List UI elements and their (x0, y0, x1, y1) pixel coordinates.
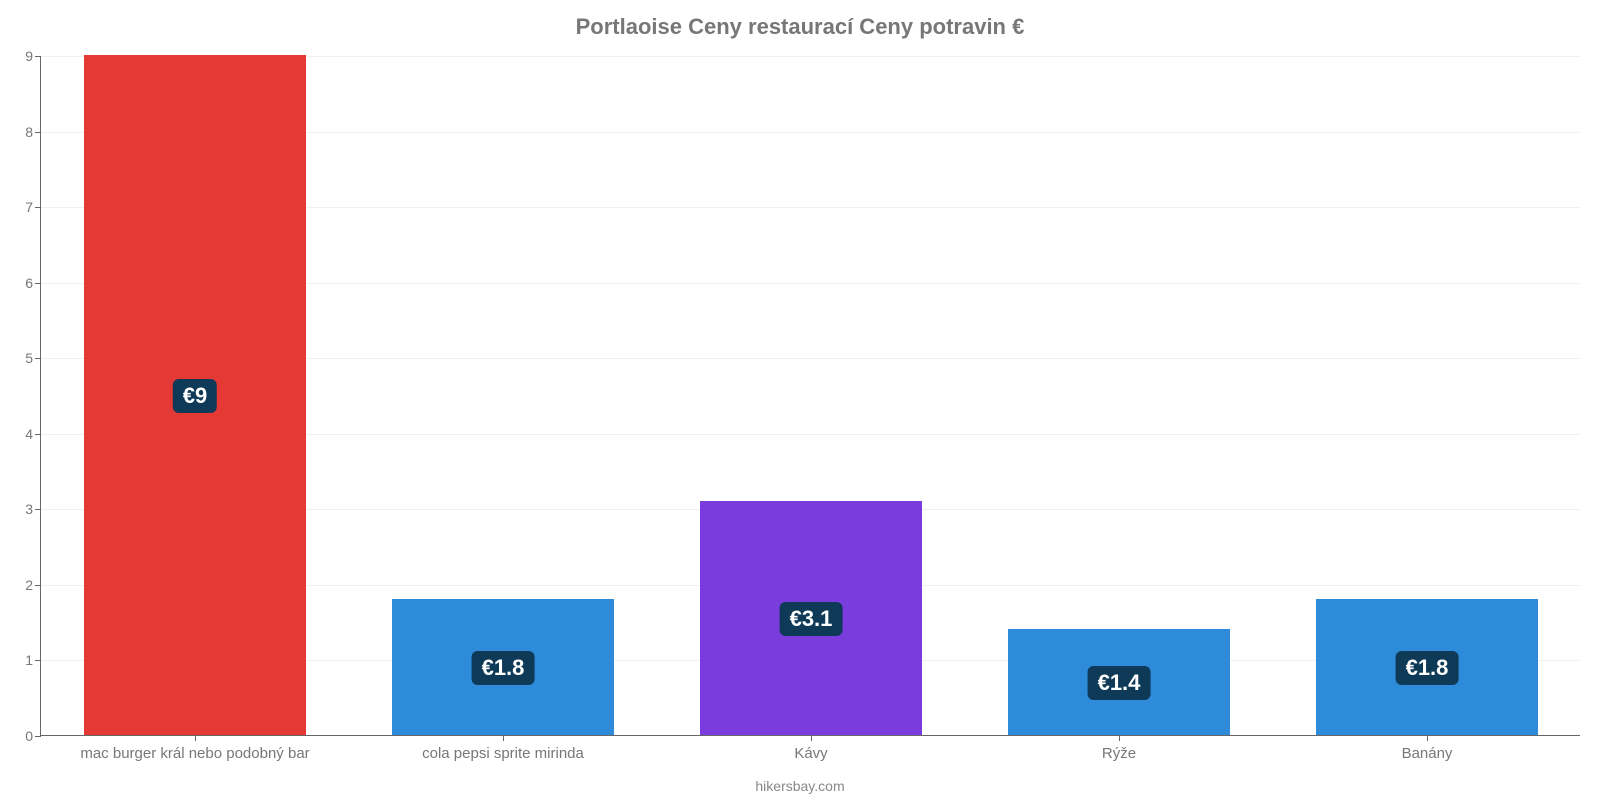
y-tick-label: 0 (25, 728, 41, 744)
y-tick-label: 3 (25, 501, 41, 517)
chart-container: Portlaoise Ceny restaurací Ceny potravin… (0, 0, 1600, 800)
x-tick-mark (811, 735, 812, 741)
bar-value-label: €1.8 (1396, 651, 1459, 685)
y-tick-label: 8 (25, 124, 41, 140)
chart-title: Portlaoise Ceny restaurací Ceny potravin… (0, 14, 1600, 40)
y-tick-label: 5 (25, 350, 41, 366)
x-category-label: Banány (1402, 745, 1453, 762)
y-tick-label: 4 (25, 426, 41, 442)
bar-value-label: €1.8 (472, 651, 535, 685)
y-tick-label: 2 (25, 577, 41, 593)
bar-value-label: €1.4 (1088, 666, 1151, 700)
y-tick-label: 9 (25, 48, 41, 64)
y-tick-label: 1 (25, 652, 41, 668)
x-category-label: mac burger král nebo podobný bar (80, 745, 309, 762)
chart-footer: hikersbay.com (0, 778, 1600, 794)
bar-value-label: €3.1 (780, 602, 843, 636)
x-category-label: Rýže (1102, 745, 1136, 762)
plot-area: 0123456789€9mac burger král nebo podobný… (40, 56, 1580, 736)
x-tick-mark (503, 735, 504, 741)
bar-value-label: €9 (173, 379, 217, 413)
x-category-label: cola pepsi sprite mirinda (422, 745, 584, 762)
x-category-label: Kávy (794, 745, 827, 762)
y-tick-label: 7 (25, 199, 41, 215)
y-tick-label: 6 (25, 275, 41, 291)
x-tick-mark (195, 735, 196, 741)
x-tick-mark (1119, 735, 1120, 741)
x-tick-mark (1427, 735, 1428, 741)
